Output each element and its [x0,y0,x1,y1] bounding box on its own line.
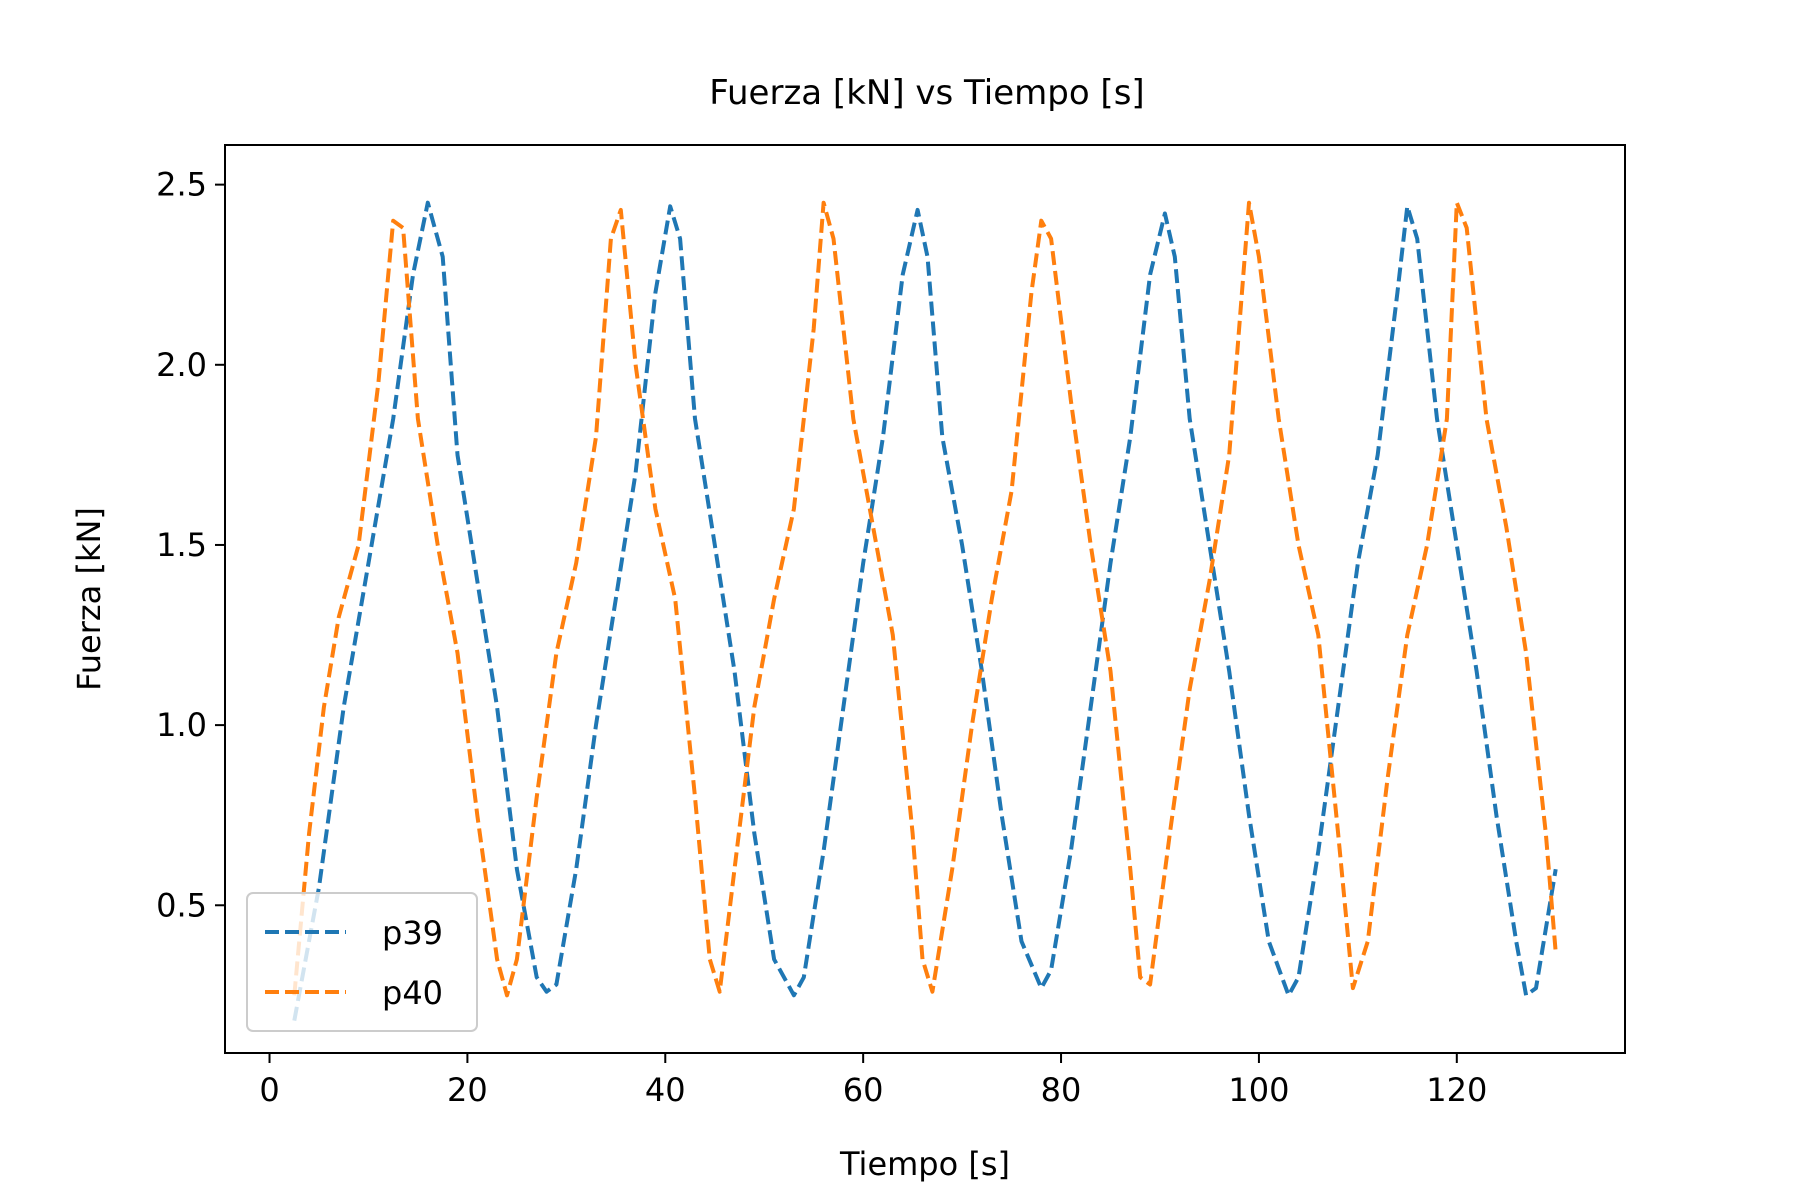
legend-label-p39: p39 [382,914,443,952]
y-axis-label: Fuerza [kN] [70,507,108,691]
plot-frame [224,144,1626,1054]
x-tick-label: 20 [447,1071,488,1109]
x-tick-label: 60 [843,1071,884,1109]
x-axis: 0 20 40 60 80 100 120 [259,1053,1487,1109]
y-tick-label: 2.0 [156,346,207,384]
x-axis-label: Tiempo [s] [839,1145,1010,1183]
x-tick-label: 0 [259,1071,279,1109]
x-tick-label: 40 [645,1071,686,1109]
y-tick-label: 1.5 [156,526,207,564]
legend-box [246,892,478,1032]
chart-title: Fuerza [kN] vs Tiempo [s] [709,73,1144,113]
series-line-p40 [292,200,1558,998]
y-tick-label: 0.5 [156,886,207,924]
plot-lines [292,200,1558,1021]
series-line-p39 [292,200,1558,1021]
x-tick-label: 80 [1041,1071,1082,1109]
y-axis: 0.5 1.0 1.5 2.0 2.5 [156,166,225,924]
legend: p39 p40 [246,892,478,1032]
legend-label-p40: p40 [382,974,443,1012]
y-tick-label: 2.5 [156,166,207,204]
x-tick-label: 120 [1426,1071,1487,1109]
y-tick-label: 1.0 [156,706,207,744]
x-tick-label: 100 [1228,1071,1289,1109]
